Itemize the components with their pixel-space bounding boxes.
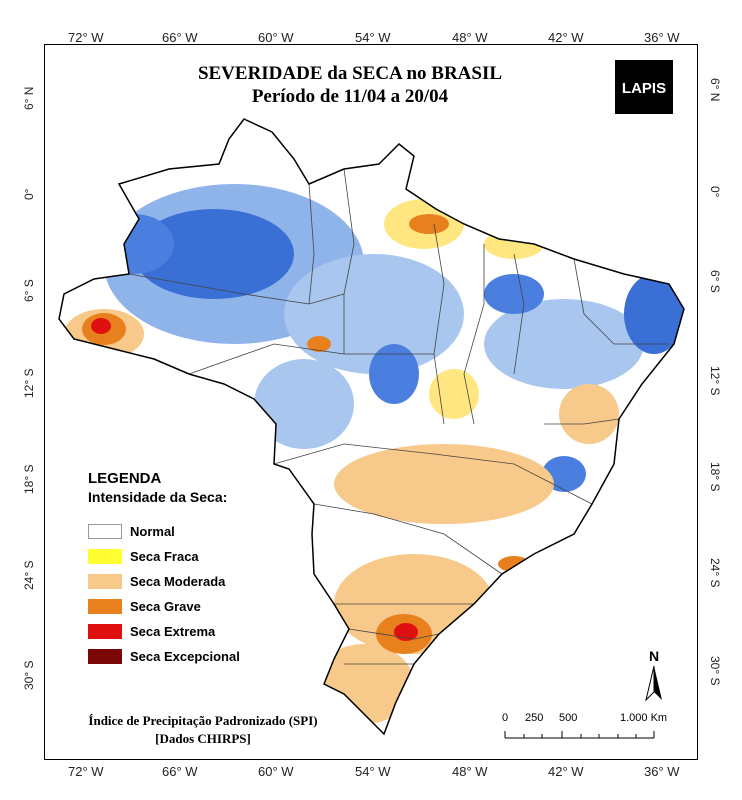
legend-title: LEGENDA <box>88 470 162 487</box>
lat-label-left-24s: 24° S <box>22 560 36 590</box>
legend-swatch-seca-fraca <box>88 549 122 564</box>
scale-bar-graphic <box>504 731 655 739</box>
scale-tick-500: 500 <box>559 712 578 724</box>
lat-label-left-12s: 12° S <box>22 368 36 398</box>
lat-label-right-30s: 30° S <box>708 656 722 686</box>
strong-wet-para-south <box>369 344 419 404</box>
lon-label-top-72w: 72° W <box>68 30 104 45</box>
severe-drought-mato-grosso <box>307 336 331 352</box>
brazil-drought-map <box>58 118 685 736</box>
legend: LEGENDA Intensidade da Seca: Normal Seca… <box>88 470 288 669</box>
lon-label-bottom-42w: 42° W <box>548 764 584 779</box>
lat-label-right-6s: 6° S <box>708 270 722 293</box>
legend-item-seca-excepcional: Seca Excepcional <box>88 644 288 669</box>
legend-label-seca-extrema: Seca Extrema <box>130 624 216 639</box>
lon-label-bottom-66w: 66° W <box>162 764 198 779</box>
scale-tick-0: 0 <box>502 712 509 724</box>
legend-swatch-seca-grave <box>88 599 122 614</box>
lat-label-left-6n: 6° N <box>22 86 36 110</box>
lat-label-right-18s: 18° S <box>708 462 722 492</box>
lon-label-bottom-36w: 36° W <box>644 764 680 779</box>
lon-label-bottom-60w: 60° W <box>258 764 294 779</box>
map-title-line2: Período de 11/04 a 20/04 <box>251 86 449 107</box>
lon-label-bottom-72w: 72° W <box>68 764 104 779</box>
legend-swatch-normal <box>88 524 122 539</box>
legend-label-normal: Normal <box>130 524 175 539</box>
state-borders <box>128 168 669 665</box>
footer-line2: [Dados CHIRPS] <box>155 731 251 746</box>
moderate-drought-bahia <box>559 384 619 444</box>
severe-drought-para-north <box>409 214 449 234</box>
legend-item-seca-moderada: Seca Moderada <box>88 569 288 594</box>
severe-drought-sp <box>498 556 530 572</box>
lon-label-bottom-48w: 48° W <box>452 764 488 779</box>
strong-wet-amazonas <box>134 209 294 299</box>
lat-label-right-0: 0° <box>708 186 722 198</box>
lat-label-left-30s: 30° S <box>22 660 36 690</box>
lon-label-bottom-54w: 54° W <box>355 764 391 779</box>
map-title: SEVERIDADE da SECA no BRASIL Período de … <box>110 62 590 108</box>
extreme-drought-acre <box>91 318 111 334</box>
map-footer: Índice de Precipitação Padronizado (SPI)… <box>58 712 348 748</box>
north-label: N <box>648 648 660 664</box>
map-title-line1: SEVERIDADE da SECA no BRASIL <box>197 63 503 84</box>
moderate-drought-center <box>334 444 554 524</box>
strong-wet-maranhao <box>484 274 544 314</box>
legend-label-seca-grave: Seca Grave <box>130 599 201 614</box>
legend-swatch-seca-excepcional <box>88 649 122 664</box>
north-arrow-icon <box>645 665 662 702</box>
legend-item-seca-grave: Seca Grave <box>88 594 288 619</box>
lat-label-left-6s: 6° S <box>22 279 36 302</box>
strong-wet-west <box>94 214 174 274</box>
legend-subtitle: Intensidade da Seca: <box>88 489 228 505</box>
strong-wet-east-coast <box>624 274 684 354</box>
lat-label-right-24s: 24° S <box>708 558 722 588</box>
legend-item-normal: Normal <box>88 519 288 544</box>
brazil-outline <box>58 118 685 736</box>
footer-line1: Índice de Precipitação Padronizado (SPI) <box>88 713 318 728</box>
lat-label-left-0: 0° <box>22 188 36 200</box>
extreme-drought-pr-sc <box>394 623 418 641</box>
legend-label-seca-fraca: Seca Fraca <box>130 549 199 564</box>
lat-label-right-6n: 6° N <box>708 78 722 102</box>
legend-swatch-seca-moderada <box>88 574 122 589</box>
lat-label-left-18s: 18° S <box>22 464 36 494</box>
lapis-logo-text: LAPIS <box>621 80 667 97</box>
lon-label-top-42w: 42° W <box>548 30 584 45</box>
scale-tick-1000: 1.000 Km <box>620 712 668 724</box>
lon-label-top-36w: 36° W <box>644 30 680 45</box>
legend-swatch-seca-extrema <box>88 624 122 639</box>
lapis-logo: LAPIS <box>615 60 673 114</box>
lat-label-right-12s: 12° S <box>708 366 722 396</box>
legend-label-seca-moderada: Seca Moderada <box>130 574 226 589</box>
legend-label-seca-excepcional: Seca Excepcional <box>130 649 240 664</box>
scale-tick-250: 250 <box>525 712 544 724</box>
wet-area-rondonia <box>254 359 354 449</box>
legend-item-seca-extrema: Seca Extrema <box>88 619 288 644</box>
lon-label-top-66w: 66° W <box>162 30 198 45</box>
north-arrow: N <box>640 648 668 708</box>
lon-label-top-60w: 60° W <box>258 30 294 45</box>
legend-item-seca-fraca: Seca Fraca <box>88 544 288 569</box>
wet-area-northeast <box>484 299 644 389</box>
lon-label-top-48w: 48° W <box>452 30 488 45</box>
lon-label-top-54w: 54° W <box>355 30 391 45</box>
